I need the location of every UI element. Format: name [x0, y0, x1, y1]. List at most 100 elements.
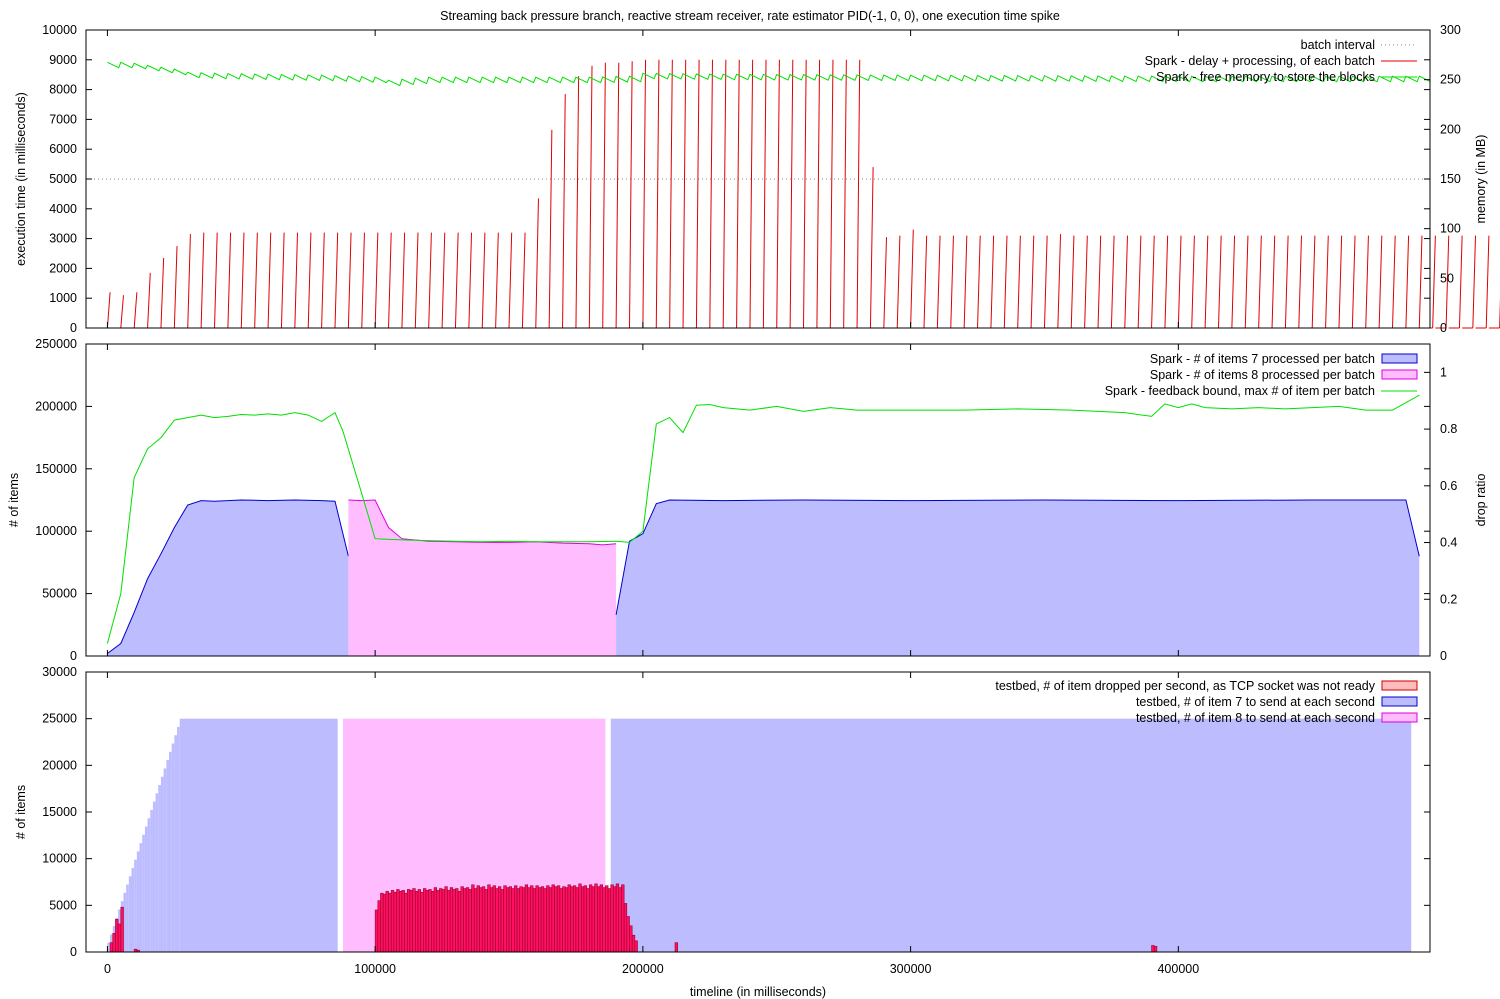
delay-spike — [602, 62, 606, 329]
panel-axes: 0 50000 100000 150000 200000 250000 0 0.2 0.4 0.6… — [35, 337, 1457, 663]
y-tick-label: 20000 — [42, 758, 77, 772]
x-tick-label: 400000 — [1157, 962, 1199, 976]
delay-spike — [682, 59, 687, 329]
y2-tick-label: 0 — [1440, 649, 1447, 663]
legend: batch interval Spark - delay + processin… — [1145, 38, 1417, 84]
drop-bar — [621, 884, 625, 953]
drop-bar — [508, 886, 512, 953]
delay-spike — [883, 237, 888, 329]
drop-bar — [444, 886, 448, 953]
drop-bar — [374, 909, 379, 953]
drop-bar — [516, 888, 521, 953]
drop-bar — [535, 885, 539, 953]
drop-bar — [575, 887, 579, 953]
drop-bar — [428, 889, 432, 953]
delay-spike — [414, 232, 419, 329]
delay-spike — [588, 65, 593, 329]
delay-spike — [1217, 235, 1222, 329]
delay-spike — [1057, 234, 1062, 329]
send7-bar — [163, 768, 167, 952]
delay-spike — [120, 295, 124, 329]
delay-spike — [789, 59, 794, 329]
delay-spike — [481, 232, 486, 329]
delay-spike — [454, 232, 459, 329]
drop-bar — [396, 889, 400, 953]
y-tick-label: 25000 — [42, 712, 77, 726]
drop-bar — [406, 889, 411, 953]
drop-bar — [465, 887, 470, 953]
drop-bar — [439, 888, 443, 953]
delay-spike — [1231, 235, 1236, 329]
drop-bar — [559, 888, 563, 953]
send7-bar — [166, 760, 169, 952]
drop-bar — [452, 889, 456, 953]
y-tick-label: 50000 — [42, 587, 77, 601]
drop-bar — [591, 886, 595, 953]
delay-spike — [374, 232, 379, 329]
drop-bar — [572, 885, 577, 953]
panel-testbed: 0 5000 10000 15000 20000 25000 30000 # of item… — [14, 665, 1431, 959]
delay-spike — [695, 59, 700, 329]
drop-bar — [377, 900, 381, 953]
delay-spike — [508, 232, 513, 329]
delay-spike — [1298, 235, 1302, 329]
drop-bar — [495, 888, 499, 953]
delay-spike — [628, 61, 633, 329]
send7-bar — [144, 826, 148, 952]
delay-spike — [1244, 235, 1249, 329]
drop-bar — [388, 892, 392, 953]
delay-spike — [816, 59, 821, 329]
drop-bar — [423, 888, 427, 953]
drop-bar — [562, 886, 566, 953]
y-tick-label: 5000 — [49, 898, 77, 912]
delay-spike — [1392, 235, 1396, 329]
delay-spike — [1017, 235, 1021, 329]
drop-bar — [578, 883, 582, 953]
send7-bar — [171, 743, 175, 952]
y2-tick-label: 50 — [1440, 271, 1454, 285]
drop-bar — [398, 891, 403, 953]
legend: testbed, # of item dropped per second, a… — [995, 679, 1418, 725]
drop-bar — [556, 885, 561, 953]
y-tick-label: 30000 — [42, 665, 77, 679]
drop-bar — [613, 886, 617, 953]
drop-bar — [382, 893, 387, 953]
delay-spike — [950, 235, 954, 329]
delay-spike — [1378, 235, 1383, 329]
y2-tick-label: 150 — [1440, 172, 1461, 186]
drop-bar — [524, 884, 529, 953]
delay-spike — [1432, 235, 1436, 329]
legend-swatch-send7 — [1381, 696, 1418, 707]
delay-spike — [347, 232, 352, 329]
send7-bar — [160, 776, 164, 952]
drop-bar — [415, 891, 419, 953]
send7-bar — [147, 818, 151, 952]
legend-swatch-send8 — [1381, 712, 1418, 723]
delay-spike — [1338, 235, 1343, 329]
y2-axis-label: memory (in MB) — [1474, 135, 1488, 224]
delay-spike — [977, 235, 981, 329]
y-tick-label: 3000 — [49, 232, 77, 246]
items7-area-b-line — [615, 499, 1420, 615]
legend: Spark - # of items 7 processed per batch… — [1105, 352, 1418, 398]
delay-spike — [468, 232, 473, 329]
drop-bar — [1151, 945, 1155, 953]
delay-spike — [227, 232, 232, 329]
y-tick-label: 100000 — [35, 524, 77, 538]
send7-bar — [150, 809, 153, 952]
y-tick-label: 4000 — [49, 202, 77, 216]
delay-spike — [1124, 235, 1128, 329]
y-axis-label: # of items — [7, 473, 21, 527]
delay-spike — [267, 232, 272, 329]
legend-label-delay: Spark - delay + processing, of each batc… — [1145, 54, 1375, 68]
y-tick-label: 0 — [70, 945, 77, 959]
delay-spike — [1070, 235, 1075, 329]
drop-bar — [514, 885, 518, 953]
delay-spike — [321, 232, 325, 329]
drop-bar — [489, 887, 494, 953]
drop-bar — [551, 884, 555, 953]
y-tick-label: 1000 — [49, 291, 77, 305]
legend-label-memory: Spark - free memory to store the blocks — [1156, 70, 1375, 84]
drop-bar — [546, 885, 550, 953]
